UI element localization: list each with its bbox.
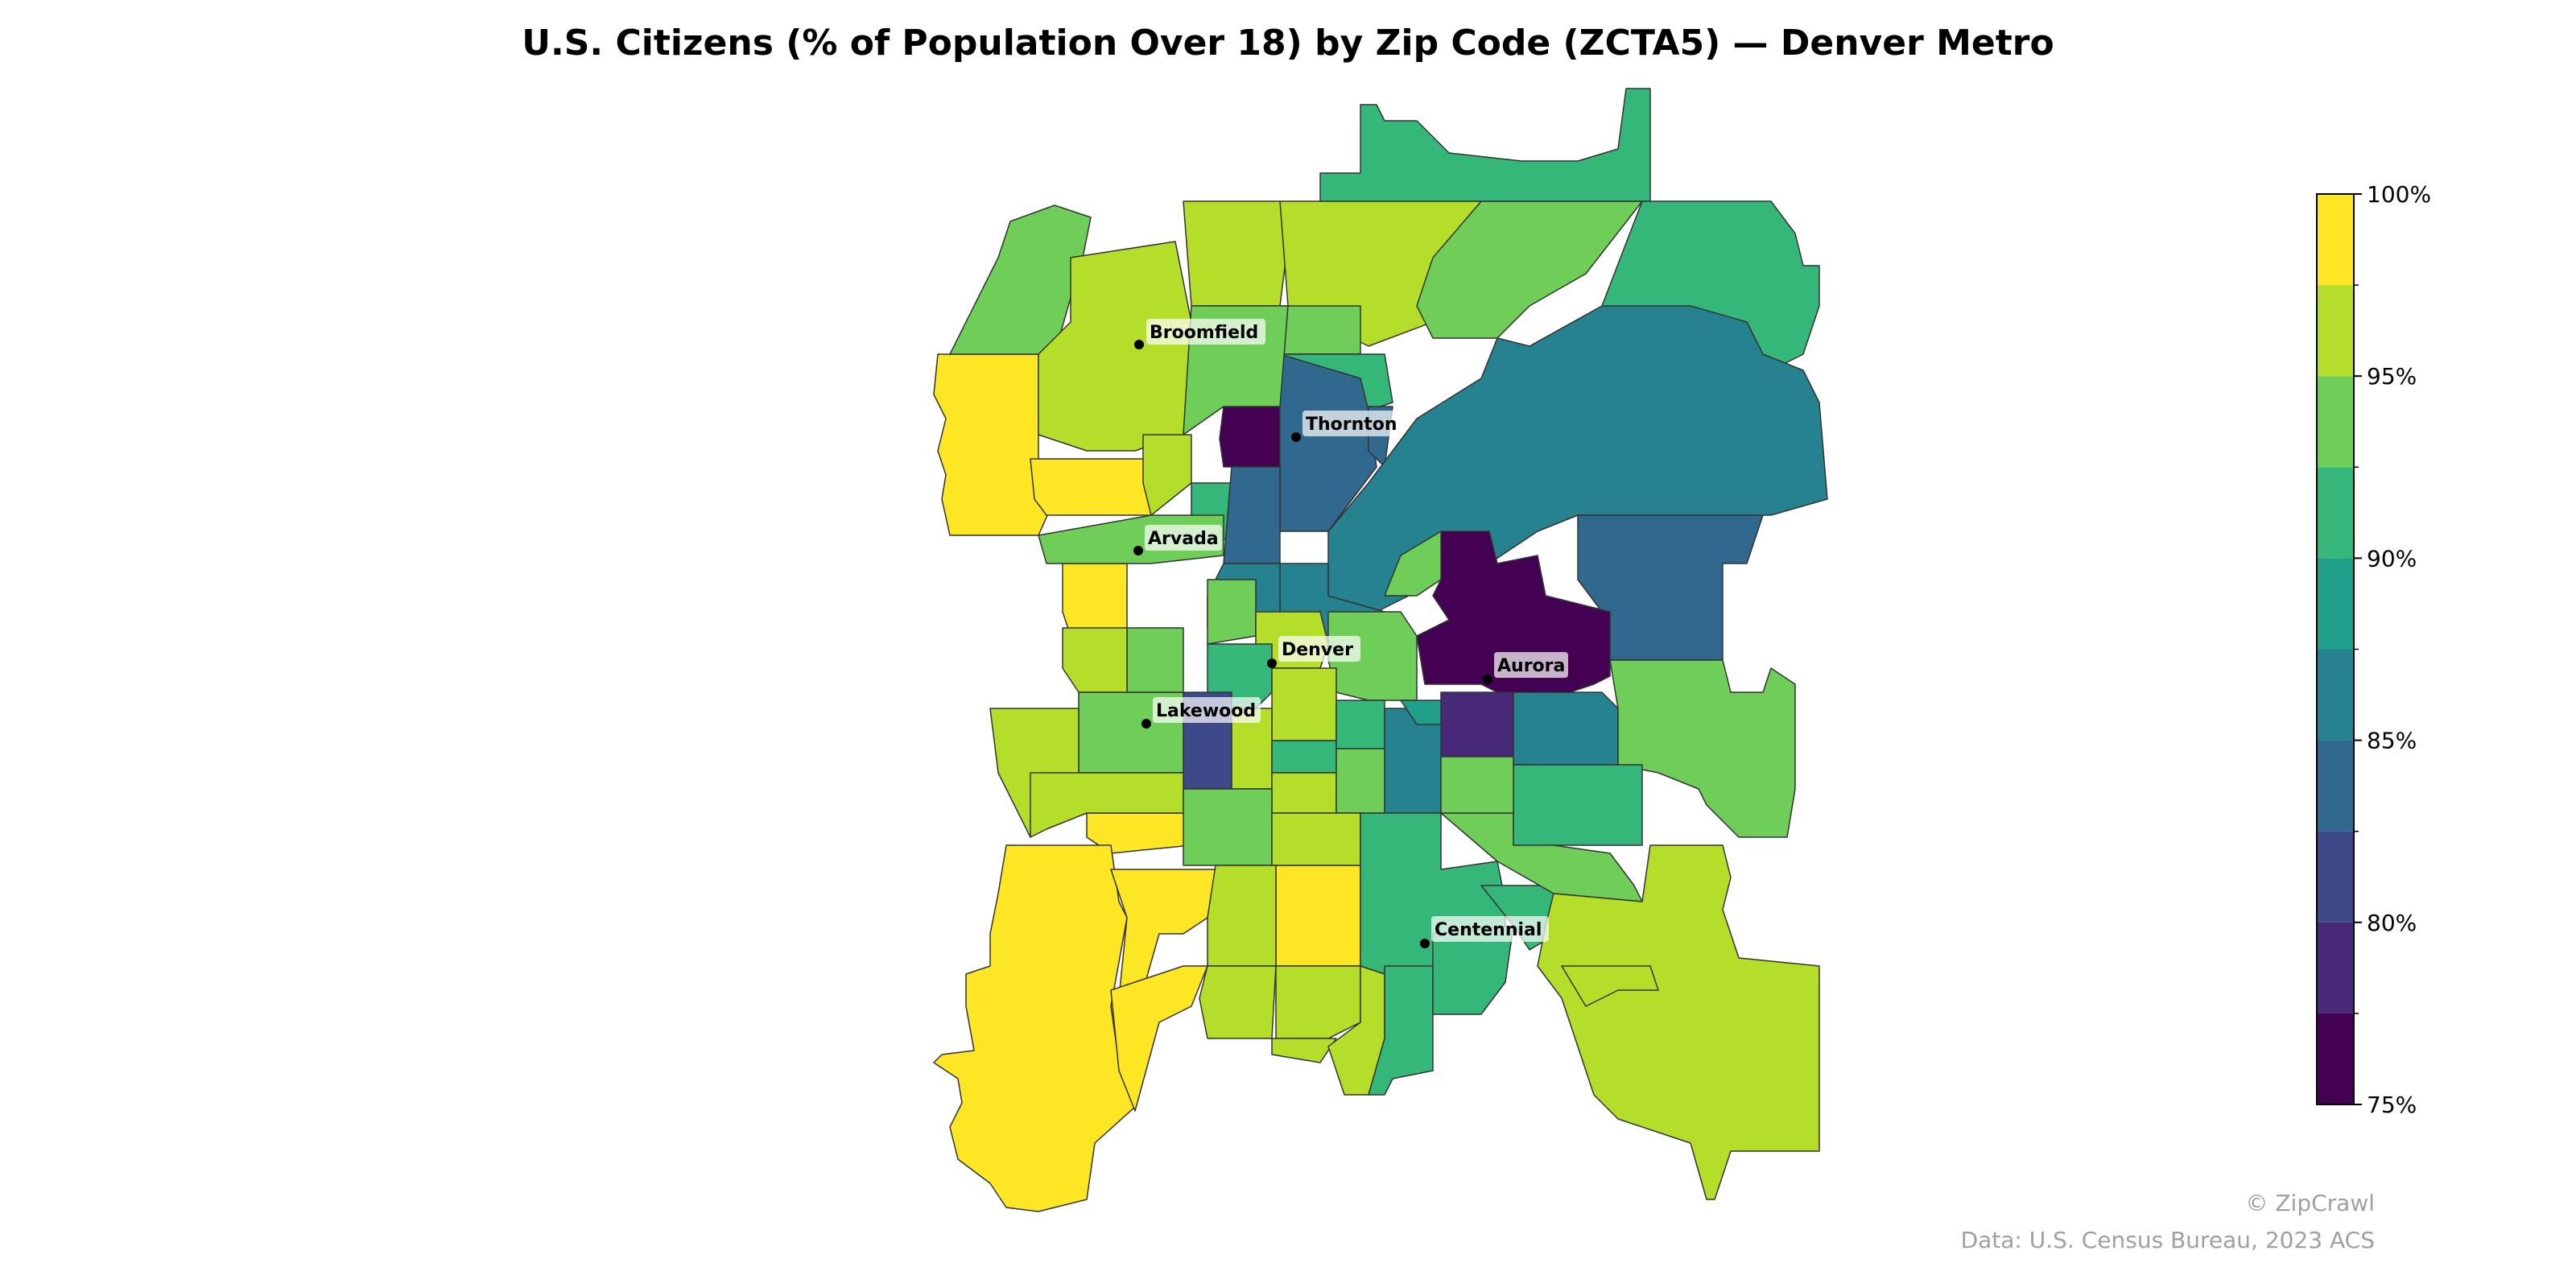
colorbar-tick-label: 75% [2367, 1092, 2417, 1118]
zip-regions [933, 88, 1828, 1212]
zip-region[interactable] [1513, 764, 1643, 846]
zip-region[interactable] [1142, 434, 1192, 516]
zip-region[interactable] [1183, 788, 1273, 866]
zip-region[interactable] [1271, 667, 1337, 741]
city-marker-lakewood: Lakewood [1141, 697, 1261, 729]
zip-region[interactable] [1335, 748, 1385, 814]
zip-region[interactable] [1199, 965, 1277, 1039]
city-marker-broomfield: Broomfield [1134, 319, 1265, 349]
zip-region[interactable] [1537, 844, 1820, 1200]
zip-region[interactable] [1062, 563, 1128, 637]
zip-region[interactable] [1400, 700, 1442, 725]
zip-region[interactable] [1030, 458, 1152, 516]
zip-region[interactable] [1319, 88, 1651, 202]
zip-region[interactable] [1126, 627, 1184, 693]
colorbar-bin [2317, 831, 2354, 923]
colorbar-tick-label: 100% [2367, 181, 2431, 208]
zip-region[interactable] [1275, 865, 1361, 967]
zip-region[interactable] [949, 204, 1092, 355]
colorbar-bin [2317, 285, 2354, 377]
zip-region[interactable] [1271, 740, 1337, 774]
zip-region[interactable] [1030, 772, 1184, 838]
zip-region[interactable] [1271, 812, 1361, 866]
colorbar-bin [2317, 1013, 2354, 1104]
city-marker-arvada: Arvada [1133, 525, 1222, 555]
zip-region[interactable] [1271, 1038, 1337, 1063]
colorbar-bin [2317, 558, 2354, 650]
colorbar-tick-label: 85% [2367, 728, 2417, 754]
zip-region[interactable] [1561, 965, 1659, 1007]
zip-region[interactable] [1440, 756, 1514, 814]
colorbar: 100% 95% 90% 85% 80% 75% [2316, 181, 2431, 1118]
city-label-thornton: Thornton [1306, 415, 1397, 435]
city-label-broomfield: Broomfield [1150, 323, 1258, 343]
zip-region[interactable] [1513, 691, 1619, 766]
colorbar-bin [2317, 467, 2354, 559]
city-marker-centennial: Centennial [1420, 916, 1549, 948]
colorbar-tick-label: 90% [2367, 545, 2417, 572]
zip-region[interactable] [1110, 965, 1208, 1112]
copyright-credit: © ZipCrawl [2245, 1190, 2375, 1216]
city-label-lakewood: Lakewood [1156, 701, 1256, 721]
city-label-aurora: Aurora [1497, 656, 1565, 676]
zip-region[interactable] [1038, 241, 1192, 452]
zip-region[interactable] [1440, 691, 1514, 758]
zip-region[interactable] [933, 353, 1055, 536]
city-marker-denver: Denver [1267, 636, 1360, 668]
zip-region[interactable] [1335, 700, 1385, 749]
zip-region[interactable] [1219, 406, 1281, 468]
map-title: U.S. Citizens (% of Population Over 18) … [522, 23, 2054, 64]
zip-region[interactable] [1271, 772, 1337, 814]
city-markers: Broomfield Thornton Arvada Denver Aurora… [1133, 319, 1568, 948]
colorbar-bin [2317, 194, 2354, 286]
zip-region[interactable] [1275, 965, 1361, 1039]
zip-region[interactable] [1062, 627, 1128, 693]
zip-region[interactable] [1327, 611, 1418, 701]
colorbar-bin [2317, 649, 2354, 741]
city-label-centennial: Centennial [1435, 920, 1542, 940]
zip-region[interactable] [1207, 579, 1257, 645]
colorbar-bin [2317, 376, 2354, 468]
zip-region[interactable] [1384, 530, 1442, 597]
city-marker-aurora: Aurora [1483, 652, 1568, 684]
colorbar-bin [2317, 922, 2354, 1013]
zip-region[interactable] [1183, 200, 1289, 307]
colorbar-tick-label: 80% [2367, 910, 2417, 936]
data-source-credit: Data: U.S. Census Bureau, 2023 ACS [1960, 1227, 2375, 1253]
colorbar-bin [2317, 740, 2354, 832]
zip-region[interactable] [1207, 865, 1277, 967]
city-marker-thornton: Thornton [1291, 411, 1401, 442]
zip-region[interactable] [933, 844, 1136, 1212]
colorbar-tick-label: 95% [2367, 363, 2417, 390]
zip-region[interactable] [1223, 466, 1281, 564]
city-label-arvada: Arvada [1148, 529, 1219, 549]
city-label-denver: Denver [1282, 640, 1353, 660]
